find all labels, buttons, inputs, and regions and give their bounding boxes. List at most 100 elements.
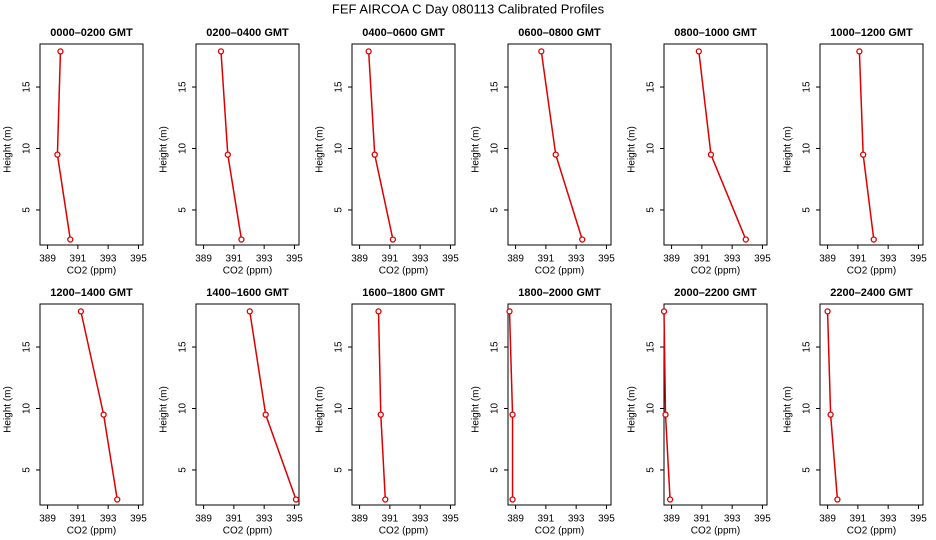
data-point — [377, 411, 384, 418]
x-tick-label: 393 — [412, 254, 429, 265]
x-tick-label: 395 — [286, 254, 303, 265]
x-tick-label: 393 — [880, 254, 897, 265]
y-tick-label: 15 — [22, 81, 33, 93]
data-point — [292, 496, 300, 503]
y-tick-label: 15 — [22, 341, 33, 353]
x-tick-label: 395 — [910, 514, 927, 525]
data-point — [389, 236, 397, 243]
data-point — [506, 308, 513, 315]
x-tick-label: 395 — [754, 254, 771, 265]
data-point — [870, 236, 877, 243]
y-tick-label: 10 — [178, 142, 189, 154]
y-axis-label: Height (m) — [315, 126, 326, 173]
y-axis-label: Height (m) — [159, 386, 170, 433]
panel-title: 0600–0800 GMT — [518, 27, 601, 39]
x-tick-label: 389 — [507, 514, 524, 525]
x-axis-label: CO2 (ppm) — [379, 266, 428, 277]
x-axis-label: CO2 (ppm) — [223, 266, 272, 277]
panel-title: 0000–0200 GMT — [50, 27, 133, 39]
plot-frame — [819, 303, 924, 506]
y-tick-label: 5 — [802, 207, 813, 213]
y-tick-label: 10 — [22, 402, 33, 414]
x-tick-label: 391 — [694, 514, 711, 525]
y-tick-label: 5 — [646, 467, 657, 473]
x-tick-label: 391 — [226, 254, 243, 265]
data-point — [834, 496, 841, 503]
plot-frame — [507, 43, 612, 246]
profile-line — [826, 311, 839, 500]
panel-title: 1000–1200 GMT — [830, 27, 913, 39]
y-tick-label: 5 — [22, 467, 33, 473]
x-tick-label: 393 — [100, 514, 117, 525]
panel-title: 0800–1000 GMT — [674, 27, 757, 39]
x-tick-label: 393 — [256, 514, 273, 525]
y-tick-label: 5 — [490, 207, 501, 213]
x-tick-label: 389 — [351, 514, 368, 525]
y-tick-label: 15 — [490, 81, 501, 93]
data-point — [824, 308, 831, 315]
y-axis-label: Height (m) — [783, 386, 794, 433]
x-tick-label: 393 — [724, 514, 741, 525]
data-point — [238, 236, 245, 243]
plot-frame — [39, 303, 144, 506]
x-tick-label: 393 — [568, 254, 585, 265]
y-axis-label: Height (m) — [471, 126, 482, 173]
y-tick-label: 15 — [646, 81, 657, 93]
data-point — [856, 48, 863, 55]
x-tick-label: 395 — [754, 514, 771, 525]
y-tick-label: 5 — [178, 207, 189, 213]
y-tick-label: 10 — [334, 142, 345, 154]
data-point — [246, 308, 253, 315]
x-tick-label: 395 — [442, 254, 459, 265]
y-tick-label: 5 — [490, 467, 501, 473]
x-axis-label: CO2 (ppm) — [691, 526, 740, 537]
x-tick-label: 389 — [195, 254, 212, 265]
y-tick-label: 10 — [334, 402, 345, 414]
x-tick-label: 391 — [382, 254, 399, 265]
panel-title: 0200–0400 GMT — [206, 27, 289, 39]
profile-line — [858, 51, 875, 240]
x-tick-label: 395 — [130, 514, 147, 525]
plot-frame — [663, 43, 768, 246]
profile-line — [698, 51, 747, 240]
data-point — [509, 411, 516, 418]
y-axis-label: Height (m) — [159, 126, 170, 173]
y-tick-label: 10 — [178, 402, 189, 414]
x-tick-label: 393 — [880, 514, 897, 525]
y-tick-label: 15 — [334, 341, 345, 353]
plot-frame — [351, 43, 456, 246]
plot-frame — [663, 303, 768, 506]
x-tick-label: 391 — [694, 254, 711, 265]
data-point — [695, 48, 702, 55]
y-tick-label: 10 — [490, 402, 501, 414]
profile-line — [80, 311, 118, 500]
panel-title: 2200–2400 GMT — [830, 287, 913, 299]
plot-frame — [351, 303, 456, 506]
y-tick-label: 5 — [334, 467, 345, 473]
x-tick-label: 391 — [70, 514, 87, 525]
x-tick-label: 395 — [598, 514, 615, 525]
x-tick-label: 389 — [819, 254, 836, 265]
data-point — [217, 48, 225, 55]
x-tick-label: 389 — [351, 254, 368, 265]
panel-title: 1200–1400 GMT — [50, 287, 133, 299]
profile-line — [377, 311, 387, 500]
y-tick-label: 10 — [646, 402, 657, 414]
data-point — [114, 496, 121, 503]
profile-line — [56, 51, 72, 240]
x-axis-label: CO2 (ppm) — [847, 266, 896, 277]
profile-line — [508, 311, 514, 500]
data-point — [382, 496, 389, 503]
x-tick-label: 395 — [442, 514, 459, 525]
x-tick-label: 391 — [382, 514, 399, 525]
x-axis-label: CO2 (ppm) — [535, 266, 584, 277]
x-axis-label: CO2 (ppm) — [847, 526, 896, 537]
x-tick-label: 391 — [538, 514, 555, 525]
y-tick-label: 15 — [334, 81, 345, 93]
x-tick-label: 389 — [39, 514, 56, 525]
y-axis-label: Height (m) — [627, 386, 638, 433]
panel-title: 1400–1600 GMT — [206, 287, 289, 299]
x-tick-label: 393 — [100, 254, 117, 265]
data-point — [54, 151, 61, 158]
